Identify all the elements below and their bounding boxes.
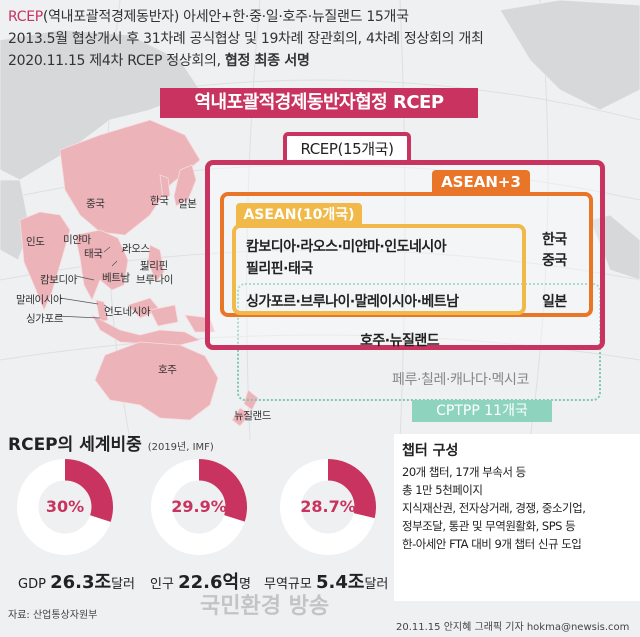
stat-population-label: 인구 (150, 577, 174, 592)
donut-share-arc (150, 458, 248, 556)
plus3-china: 중국 (542, 253, 567, 269)
stat-population-value: 22.6억 (178, 572, 240, 593)
world-share-title-text: RCEP의 세계비중 (8, 435, 142, 455)
donut-gdp-label: 30% (45, 497, 85, 516)
asean-members-line-3: 싱가포르·브루나이·말레이시아·베트남 (246, 294, 459, 310)
stat-gdp-value: 26.3조 (50, 572, 112, 593)
chapter-line: 지식재산권, 전자상거래, 경쟁, 중소기업, (402, 501, 586, 515)
label-myanmar: 미얀마 (63, 234, 91, 246)
anz-members: 호주·뉴질랜드 (360, 333, 440, 349)
donut-population: 29.9% (150, 458, 248, 560)
rcep-boundary (205, 160, 605, 350)
donut-share-arc (279, 458, 377, 556)
stat-trade-value: 5.4조 (315, 572, 365, 593)
header-line-2: 2013.5월 협상개시 후 31차례 공식협상 및 19차례 장관회의, 4차… (8, 31, 484, 47)
japan-shape (173, 164, 197, 207)
asia-pacific-map (0, 0, 640, 440)
philippines-shape (147, 244, 165, 283)
india-shape (19, 211, 71, 312)
world-share-title: RCEP의 세계비중 (2019년, IMF) (8, 430, 214, 455)
indonesia-shape (91, 314, 202, 346)
korea-shape (159, 174, 171, 199)
malaysia-shape (95, 299, 109, 323)
donut-population-label: 29.9% (171, 497, 227, 516)
header-line-1: RCEP(역내포괄적경제동반자) 아세안+한·중·일·호주·뉴질랜드 15개국 (8, 6, 409, 26)
header-line-3-bold: 협정 최종 서명 (224, 53, 310, 69)
label-brunei: 브루나이 (136, 274, 174, 286)
donut-share-arc (16, 458, 114, 556)
stat-trade: 무역규모 5.4조달러 (264, 568, 388, 594)
donut-trade-chart (279, 458, 377, 556)
cptpp-others: 페루·칠레·캐나다·멕시코 (392, 372, 529, 388)
donut-trade: 28.7% (279, 458, 377, 560)
rcep-accent: RCEP (8, 9, 43, 25)
stat-trade-unit: 달러 (364, 577, 389, 592)
indochina-shape (74, 229, 129, 301)
credit-note: 20.11.15 안지혜 그래픽 기자 hokma@newsis.com (396, 622, 630, 633)
label-indonesia: 인도네시아 (104, 306, 151, 318)
chapter-line: 한-아세안 FTA 대비 9개 챕터 신규 도입 (402, 537, 582, 551)
donut-gdp-chart (16, 458, 114, 556)
asean-boundary (232, 224, 526, 315)
donut-gdp: 30% (16, 458, 114, 560)
plus3-korea: 한국 (542, 232, 567, 248)
china-shape (59, 119, 201, 236)
label-laos: 라오스 (122, 243, 150, 255)
chapter-line: 총 1만 5천페이지 (402, 483, 483, 497)
asean-members-line-1: 캄보디아·라오스·미얀마·인도네시아 (246, 239, 447, 255)
label-thailand: 태국 (84, 248, 103, 260)
asean3-boundary (220, 192, 593, 317)
label-malaysia: 말레이시아 (16, 294, 63, 306)
header-line-1-text: (역내포괄적경제동반자) 아세안+한·중·일·호주·뉴질랜드 15개국 (42, 9, 409, 25)
asean-tab: ASEAN(10개국) (236, 203, 362, 227)
chapter-line: 20개 챕터, 17개 부속서 등 (402, 465, 526, 479)
label-australia: 호주 (158, 364, 177, 376)
label-cambodia: 캄보디아 (40, 274, 78, 286)
diagram-title: 역내포괄적경제동반자협정 RCEP (160, 88, 478, 118)
stat-population: 인구 22.6억명 (150, 568, 251, 594)
world-share-subtitle: (2019년, IMF) (147, 442, 214, 453)
asean-members-line-2: 필리핀·태국 (246, 261, 313, 277)
plus3-japan: 일본 (542, 294, 567, 310)
watermark: 국민환경 방송 (200, 594, 330, 619)
stat-gdp: GDP 26.3조달러 (18, 568, 135, 594)
asean3-tab: ASEAN+3 (432, 170, 530, 194)
label-singapore: 싱가포르 (26, 313, 64, 325)
label-korea: 한국 (150, 195, 169, 207)
australia-shape (94, 341, 219, 421)
chapter-line: 정부조달, 통관 및 무역원활화, SPS 등 (402, 519, 576, 533)
label-philippines: 필리핀 (140, 260, 168, 272)
stat-gdp-label: GDP (18, 577, 46, 592)
label-india: 인도 (26, 236, 45, 248)
source-note: 자료: 산업통상자원부 (8, 610, 98, 621)
header-line-3-text: 2020.11.15 제4차 RCEP 정상회의, (8, 53, 225, 69)
donut-trade-label: 28.7% (300, 497, 356, 516)
label-china: 중국 (86, 198, 105, 210)
chapter-title: 챕터 구성 (402, 443, 459, 459)
donut-population-chart (150, 458, 248, 556)
cptpp-tab: CPTPP 11개국 (412, 400, 552, 422)
stat-population-unit: 명 (239, 577, 252, 592)
label-new-zealand: 뉴질랜드 (234, 410, 272, 422)
rcep-tab: RCEP(15개국) (283, 132, 411, 160)
header-line-3: 2020.11.15 제4차 RCEP 정상회의, 협정 최종 서명 (8, 50, 310, 70)
label-japan: 일본 (178, 198, 197, 210)
stat-gdp-unit: 달러 (111, 577, 135, 592)
stat-trade-label: 무역규모 (264, 577, 312, 592)
chapter-box: 챕터 구성 20개 챕터, 17개 부속서 등 총 1만 5천페이지 지식재산권… (394, 434, 640, 601)
label-vietnam: 베트남 (102, 272, 130, 284)
